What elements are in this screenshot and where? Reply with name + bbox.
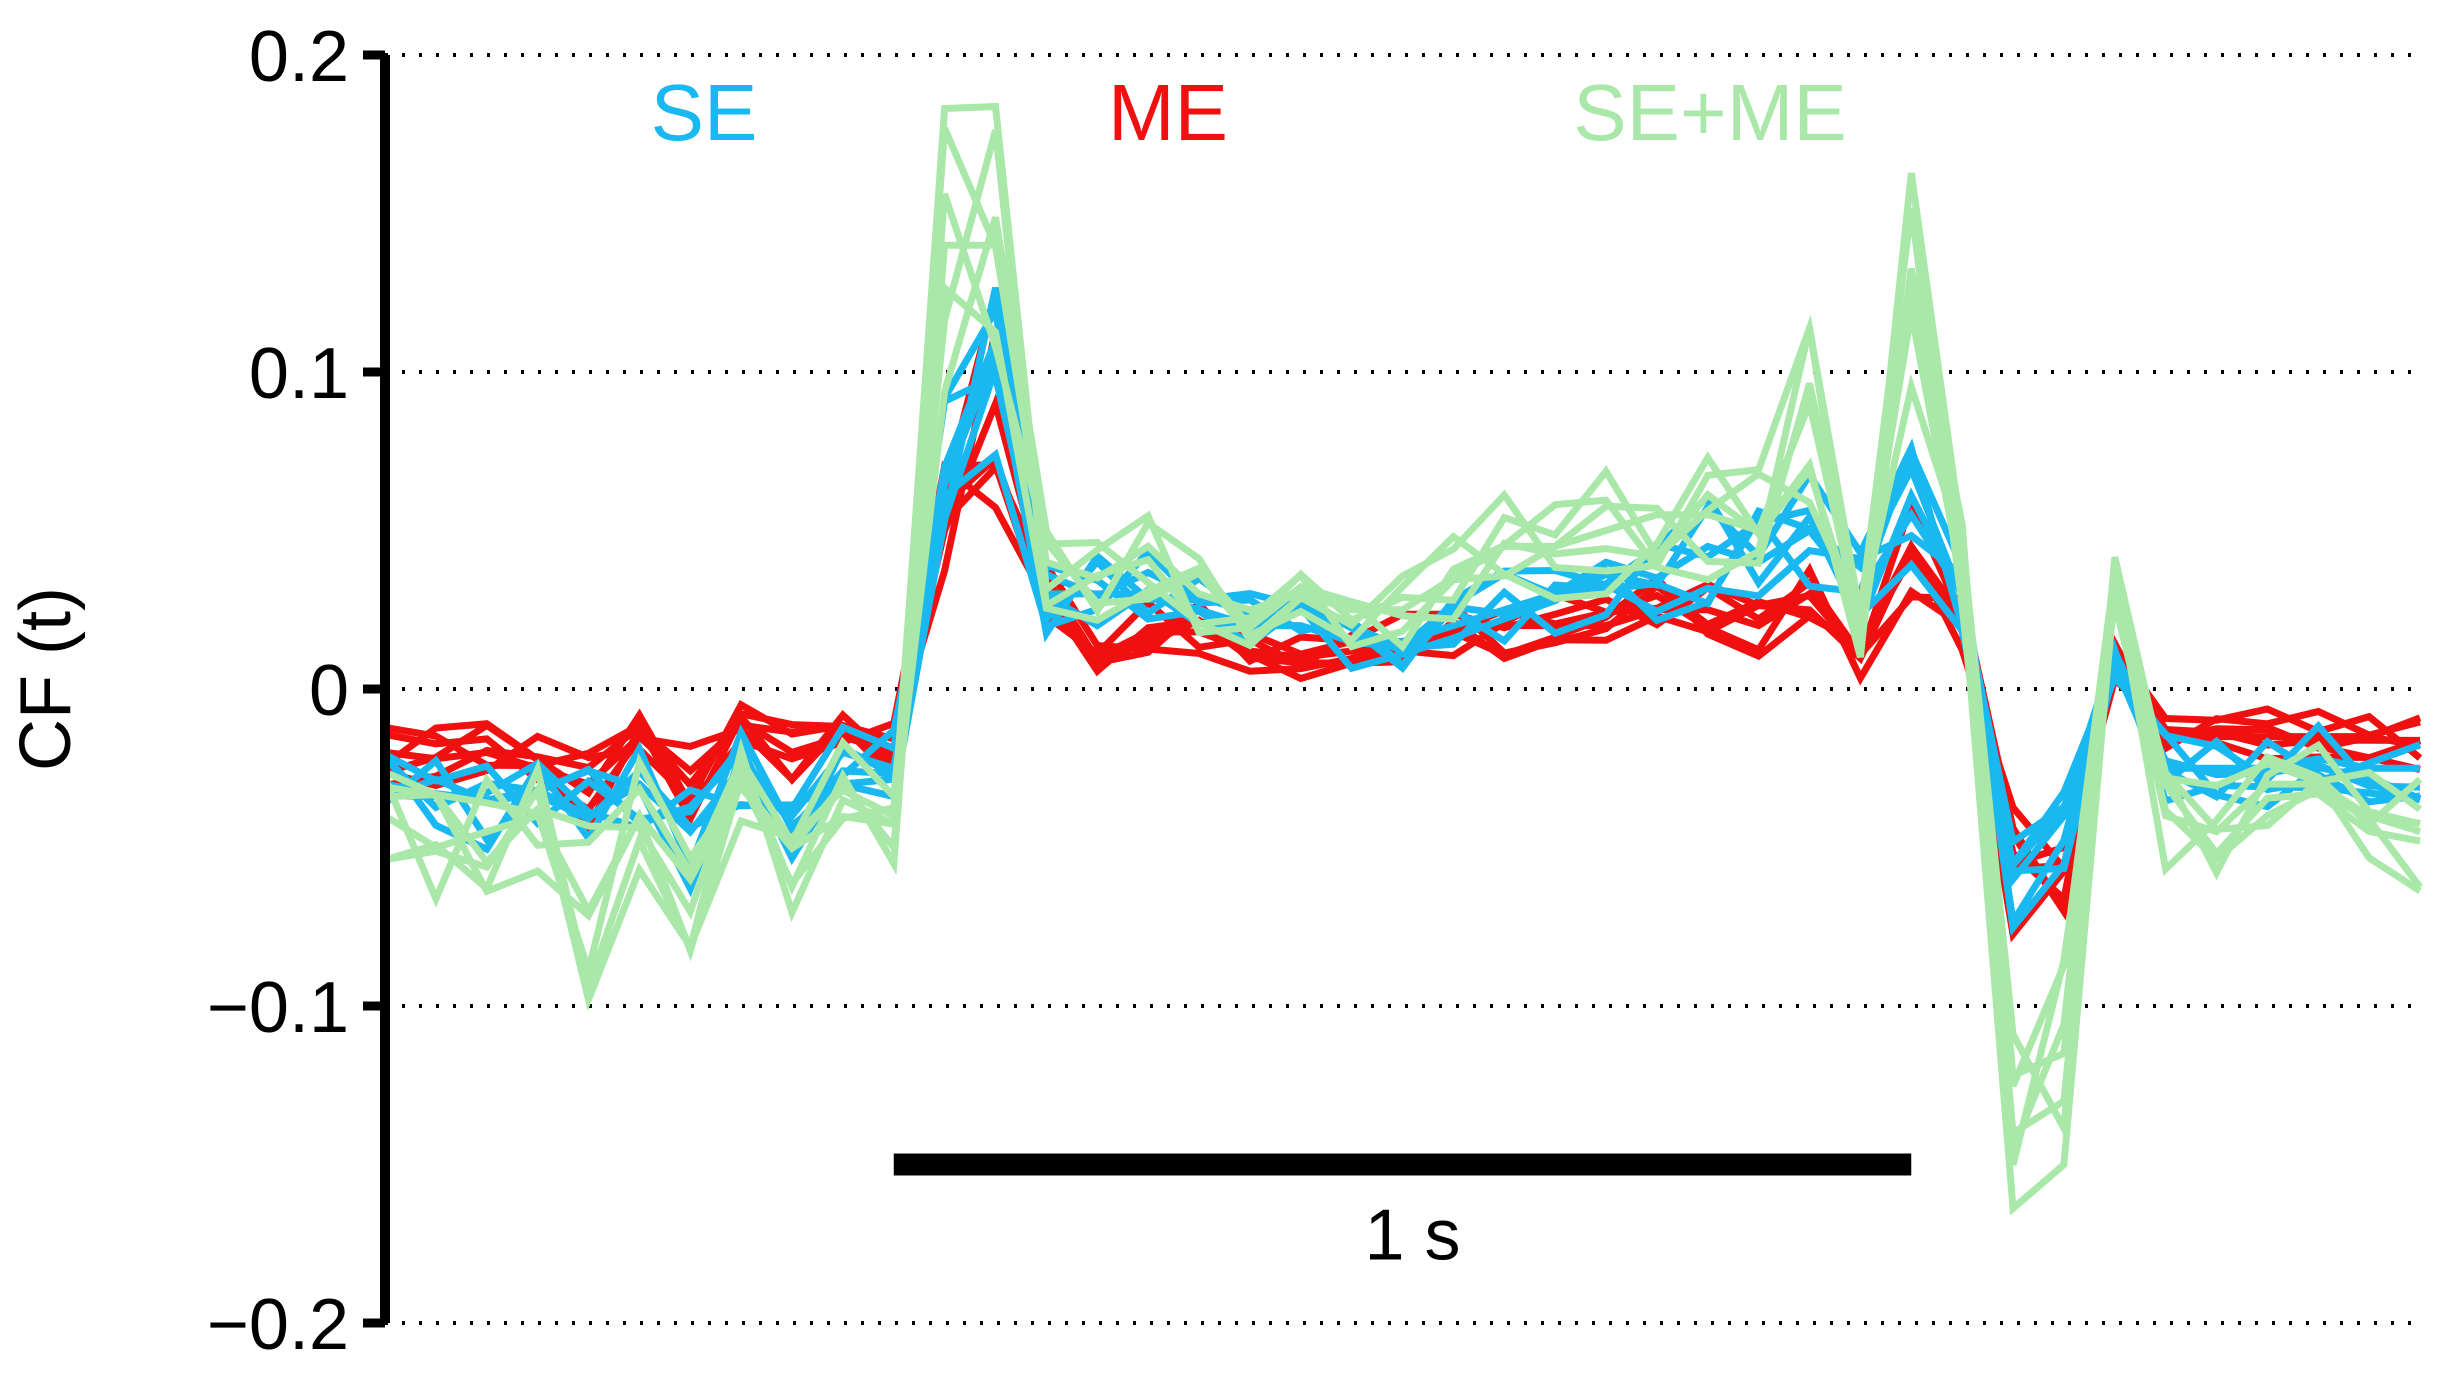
y-tick-label: 0 (309, 651, 349, 731)
y-axis-label: CF (t) (6, 587, 86, 771)
series-lines (381, 102, 2423, 1216)
series-line (384, 126, 2423, 1166)
series-line (384, 129, 2421, 1216)
legend-label-me: ME (1108, 68, 1228, 157)
y-tick-label: 0.1 (249, 334, 349, 414)
y-tick-label: −0.1 (207, 968, 349, 1048)
legend-label-se-me: SE+ME (1573, 68, 1846, 157)
y-tick-label: 0.2 (249, 17, 349, 97)
scale-bar-label: 1 s (1364, 1196, 1460, 1276)
series-line (383, 300, 2421, 932)
legend-label-se: SE (651, 68, 758, 157)
y-axis-ticks: 0.2 0.1 0 −0.1 −0.2 (207, 17, 385, 1365)
series-line (384, 192, 2423, 1151)
y-tick-label: −0.2 (207, 1285, 349, 1365)
series-line (382, 356, 2422, 876)
series-se-me (381, 102, 2423, 1216)
